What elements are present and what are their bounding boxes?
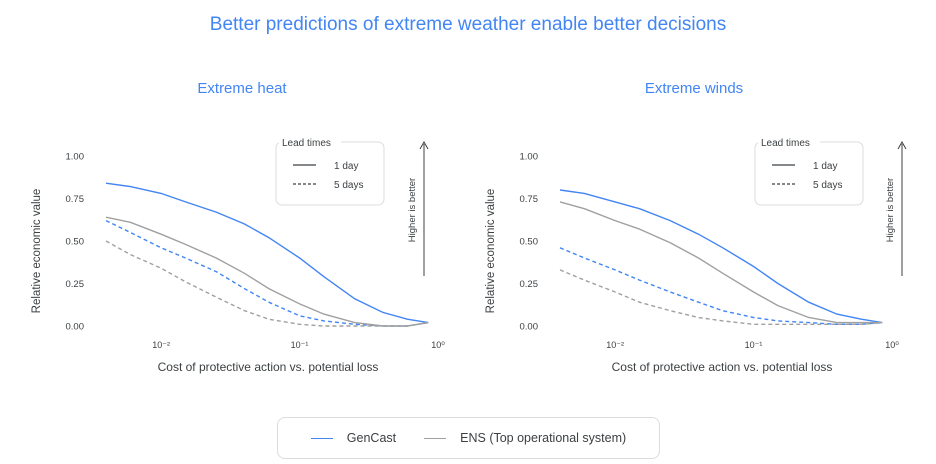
legend-line-ens [424,437,447,439]
series-legend: GenCast ENS (Top operational system) [277,417,660,459]
winds-lead-legend-title-bg [758,134,820,148]
winds-series-gencast-5day-line [559,247,883,325]
heat-ytick-label: 0.00 [66,322,85,333]
winds-ytick-label: 1.00 [520,152,539,163]
legend-line-gencast [310,437,333,439]
heat-lead-legend-5days: 5 days [334,180,363,191]
heat-xtick-label: 10⁻² [152,340,170,350]
heat-xtick-label: 10⁻¹ [291,340,309,350]
winds-series-ens-1day-line [559,201,883,324]
heat-better-annotation: Higher is better [407,178,418,242]
heat-series-ens-5day-line [105,240,429,327]
chart-title-heat: Extreme heat [197,80,287,97]
winds-better-annotation: Higher is better [885,178,896,242]
winds-ytick-label: 0.00 [520,322,539,333]
legend-item-ens: ENS (Top operational system) [424,431,626,445]
heat-lead-legend-title-bg [279,134,341,148]
legend-label-ens: ENS (Top operational system) [460,431,627,445]
heat-series-gencast-5day-line [105,219,429,327]
heat-series-gencast-1day-line [105,182,429,324]
legend-item-gencast: GenCast [310,431,397,445]
heat-better-arrow-head [419,140,429,150]
winds-yaxis-label: Relative economic value [485,189,497,314]
heat-xtick-label: 10⁰ [431,340,445,350]
winds-ytick-label: 0.25 [520,279,539,290]
heat-yaxis-label: Relative economic value [31,189,43,314]
winds-lead-legend-title: Lead times [761,138,810,149]
chart-title-winds: Extreme winds [644,80,744,97]
winds-xtick-label: 10⁻¹ [745,340,763,350]
winds-series-ens-5day-line [559,269,883,325]
winds-lead-legend-5days: 5 days [813,180,842,191]
heat-ytick-label: 1.00 [66,152,85,163]
winds-better-arrow-head [897,140,907,150]
heat-ytick-label: 0.25 [66,279,85,290]
legend-label-gencast: GenCast [346,431,397,445]
winds-ytick-label: 0.50 [520,237,539,248]
heat-lead-legend-title: Lead times [282,138,331,149]
page-title: Better predictions of extreme weather en… [209,14,727,35]
winds-lead-legend-box [754,141,864,206]
heat-series-ens-1day-line [105,216,429,327]
heat-lead-legend-1day: 1 day [334,161,358,172]
heat-ytick-label: 0.75 [66,194,85,205]
winds-series-gencast-1day-line [559,189,883,324]
heat-lead-legend-box [275,141,385,206]
winds-xtick-label: 10⁻² [606,340,624,350]
winds-ytick-label: 0.75 [520,194,539,205]
heat-xaxis-label: Cost of protective action vs. potential … [158,360,379,374]
winds-lead-legend-1day: 1 day [813,161,837,172]
winds-xtick-label: 10⁰ [885,340,899,350]
winds-xaxis-label: Cost of protective action vs. potential … [612,360,833,374]
heat-ytick-label: 0.50 [66,237,85,248]
